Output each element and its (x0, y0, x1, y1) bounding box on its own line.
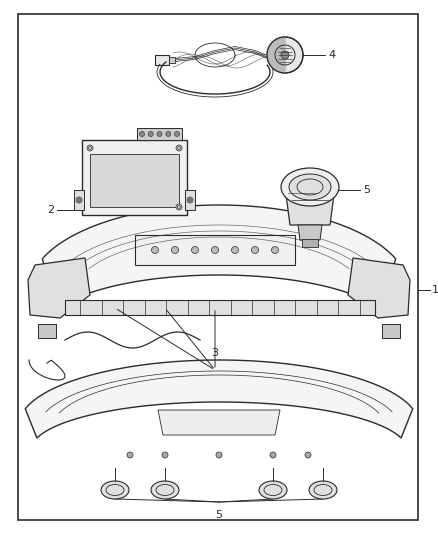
Circle shape (174, 132, 180, 136)
Bar (90, 154, 179, 207)
Circle shape (216, 452, 222, 458)
Circle shape (127, 452, 133, 458)
Bar (82, 140, 187, 215)
Circle shape (76, 197, 82, 203)
Bar (137, 128, 182, 140)
Circle shape (188, 198, 191, 201)
Circle shape (187, 197, 193, 203)
Bar (65, 300, 375, 315)
Ellipse shape (101, 481, 129, 499)
Polygon shape (348, 258, 410, 318)
Text: 3: 3 (212, 348, 219, 358)
Circle shape (87, 145, 93, 151)
Text: 1: 1 (432, 285, 438, 295)
Circle shape (272, 246, 279, 254)
Polygon shape (267, 37, 285, 73)
Circle shape (166, 132, 171, 136)
Polygon shape (42, 205, 396, 310)
Bar (74, 190, 84, 210)
Circle shape (191, 246, 198, 254)
Ellipse shape (151, 481, 179, 499)
Circle shape (78, 198, 81, 201)
Circle shape (305, 452, 311, 458)
Ellipse shape (281, 168, 339, 206)
Circle shape (162, 452, 168, 458)
Bar (302, 239, 318, 247)
Circle shape (176, 145, 182, 151)
Text: 5: 5 (363, 185, 370, 195)
Bar (135, 235, 295, 265)
Ellipse shape (309, 481, 337, 499)
Circle shape (176, 204, 182, 210)
Polygon shape (285, 187, 335, 225)
Text: 5: 5 (215, 510, 223, 520)
Bar (38, 324, 56, 338)
Circle shape (212, 246, 219, 254)
Text: 4: 4 (328, 50, 335, 60)
Circle shape (139, 132, 145, 136)
Circle shape (157, 132, 162, 136)
Circle shape (251, 246, 258, 254)
Circle shape (172, 246, 179, 254)
Bar (169, 57, 175, 63)
Polygon shape (298, 225, 322, 240)
Circle shape (267, 37, 303, 73)
Ellipse shape (289, 174, 331, 200)
Circle shape (281, 51, 289, 59)
Circle shape (232, 246, 239, 254)
Bar (382, 324, 400, 338)
Circle shape (270, 452, 276, 458)
Bar (155, 55, 169, 65)
Ellipse shape (259, 481, 287, 499)
Bar (185, 190, 195, 210)
Polygon shape (158, 410, 280, 435)
Circle shape (148, 132, 153, 136)
Polygon shape (25, 360, 413, 438)
Text: 2: 2 (47, 205, 54, 215)
Circle shape (152, 246, 159, 254)
Polygon shape (28, 258, 90, 318)
